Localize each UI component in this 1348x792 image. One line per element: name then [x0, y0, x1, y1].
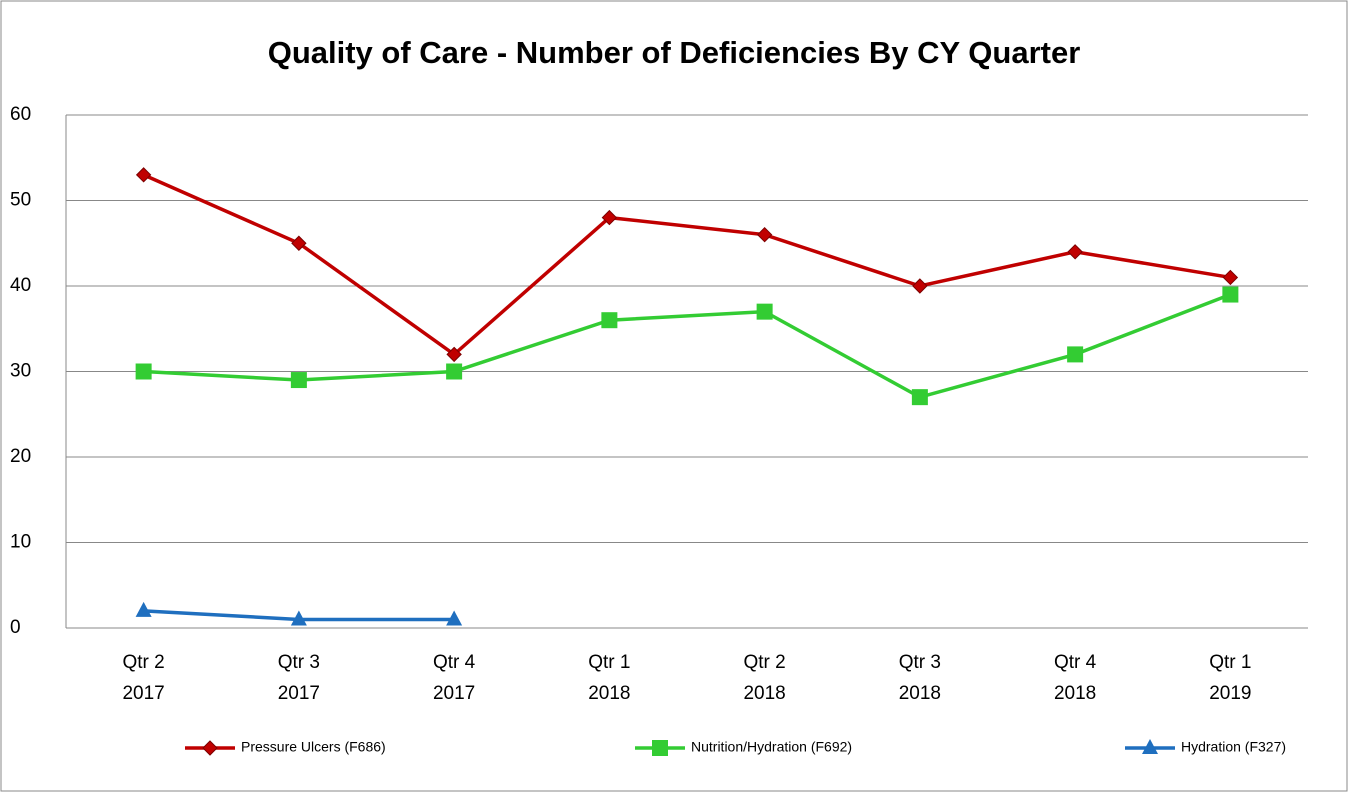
x-tick-line: 2017 [433, 683, 475, 704]
marker [1067, 244, 1083, 260]
marker [1067, 346, 1084, 363]
marker [1222, 269, 1239, 286]
x-tick-label: Qtr 1 2018 [588, 652, 630, 704]
x-tick-label: Qtr 2 2018 [743, 652, 785, 704]
x-tick-line: Qtr 4 [1054, 652, 1097, 673]
x-tick-label: Qtr 3 2017 [278, 652, 320, 704]
marker [601, 312, 618, 329]
marker [911, 389, 928, 406]
marker [1222, 286, 1239, 303]
x-tick-line: 2018 [588, 683, 630, 704]
marker [446, 346, 462, 363]
legend-label: Pressure Ulcers (F686) [241, 739, 386, 755]
x-tick-line: 2017 [122, 683, 164, 704]
x-tick-line: Qtr 2 [744, 652, 786, 673]
x-tick-label: Qtr 1 2019 [1209, 652, 1251, 704]
x-tick-line: Qtr 1 [1209, 652, 1251, 673]
series-line [142, 173, 1231, 357]
x-tick-line: 2018 [899, 683, 941, 704]
y-tick-label: 60 [10, 104, 31, 125]
series-line [143, 292, 1232, 400]
x-tick-line: 2018 [743, 683, 785, 704]
marker [202, 740, 218, 756]
y-tick-label: 50 [10, 190, 31, 211]
x-tick-line: Qtr 4 [433, 652, 476, 673]
x-tick-line: Qtr 2 [123, 652, 165, 673]
marker [446, 610, 463, 626]
x-tick-label: Qtr 2 2017 [122, 652, 164, 704]
marker [756, 303, 773, 320]
legend-label: Hydration (F327) [1181, 739, 1286, 755]
marker [135, 167, 152, 183]
x-tick-line: Qtr 3 [278, 652, 320, 673]
legend-item: Hydration (F327) [1125, 739, 1286, 755]
y-tick-label: 10 [10, 532, 31, 553]
x-tick-line: 2019 [1209, 683, 1251, 704]
marker [291, 235, 307, 251]
x-tick-label: Qtr 4 2017 [433, 652, 476, 704]
x-tick-line: 2017 [278, 683, 320, 704]
legend-label: Nutrition/Hydration (F692) [691, 739, 852, 755]
legend-item: Nutrition/Hydration (F692) [635, 739, 852, 756]
marker [756, 226, 773, 243]
marker [1142, 739, 1158, 754]
x-tick-label: Qtr 3 2018 [899, 652, 941, 704]
x-tick-line: Qtr 1 [588, 652, 630, 673]
x-tick-line: Qtr 3 [899, 652, 941, 673]
legend-item: Pressure Ulcers (F686) [185, 739, 386, 756]
marker [652, 740, 668, 756]
x-tick-label: Qtr 4 2018 [1054, 652, 1097, 704]
marker [135, 601, 152, 617]
marker [912, 278, 928, 294]
marker [601, 209, 618, 226]
marker [446, 363, 463, 380]
y-tick-label: 40 [10, 275, 31, 296]
y-tick-label: 20 [10, 446, 31, 467]
y-tick-label: 0 [10, 617, 21, 638]
marker [135, 363, 152, 380]
marker [290, 610, 307, 626]
chart-title: Quality of Care - Number of Deficiencies… [268, 35, 1081, 70]
x-tick-line: 2018 [1054, 683, 1096, 704]
marker [290, 372, 307, 389]
y-tick-label: 30 [10, 361, 31, 382]
